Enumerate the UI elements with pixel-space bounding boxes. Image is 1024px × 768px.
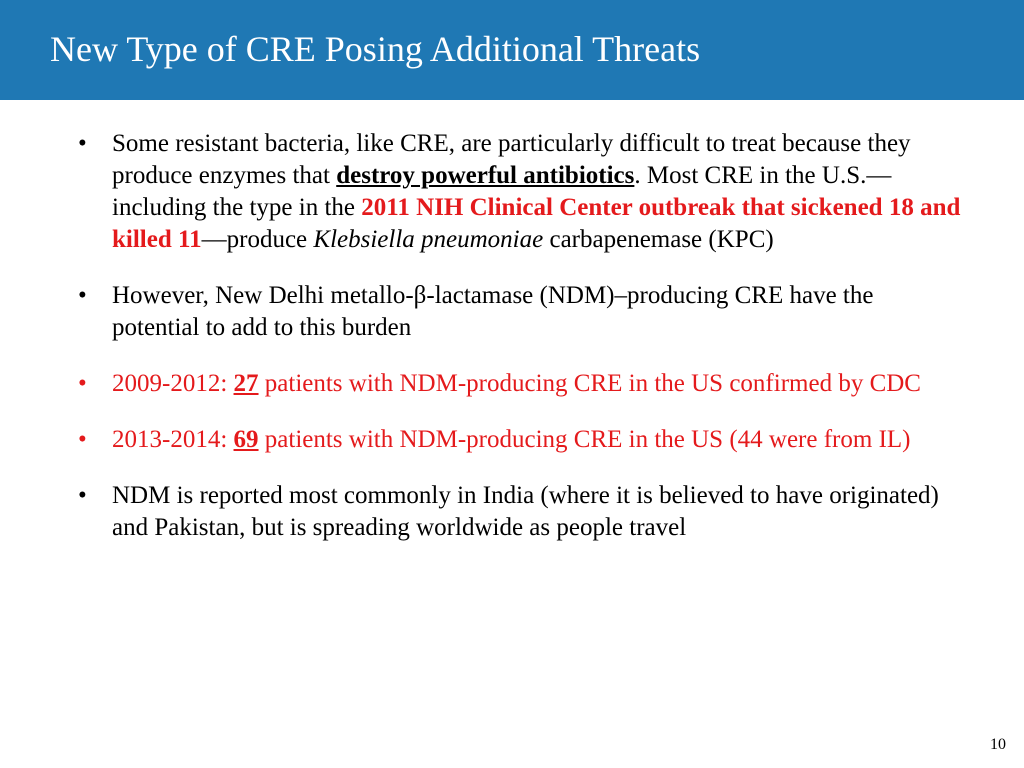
slide-header: New Type of CRE Posing Additional Threat…	[0, 0, 1024, 100]
text-segment: —produce	[202, 226, 314, 253]
text-segment: 69	[234, 426, 259, 453]
text-segment: 27	[234, 370, 259, 397]
text-segment: 2009-2012:	[112, 370, 234, 397]
slide-content: Some resistant bacteria, like CRE, are p…	[0, 100, 1024, 544]
bullet-item: NDM is reported most commonly in India (…	[78, 480, 964, 544]
page-number: 10	[990, 736, 1006, 754]
text-segment: However, New Delhi metallo-β-lactamase (…	[112, 282, 873, 341]
text-segment: Klebsiella pneumoniae	[313, 226, 543, 253]
slide-title: New Type of CRE Posing Additional Threat…	[50, 28, 1024, 70]
bullet-item: However, New Delhi metallo-β-lactamase (…	[78, 280, 964, 344]
text-segment: 2013-2014:	[112, 426, 234, 453]
bullet-item: 2013-2014: 69 patients with NDM-producin…	[78, 424, 964, 456]
bullet-list: Some resistant bacteria, like CRE, are p…	[78, 128, 964, 544]
text-segment: carbapenemase (KPC)	[543, 226, 773, 253]
text-segment: destroy powerful antibiotics	[336, 162, 634, 189]
text-segment: patients with NDM-producing CRE in the U…	[259, 426, 911, 453]
text-segment: patients with NDM-producing CRE in the U…	[259, 370, 921, 397]
bullet-item: 2009-2012: 27 patients with NDM-producin…	[78, 368, 964, 400]
text-segment: NDM is reported most commonly in India (…	[112, 482, 939, 541]
bullet-item: Some resistant bacteria, like CRE, are p…	[78, 128, 964, 256]
